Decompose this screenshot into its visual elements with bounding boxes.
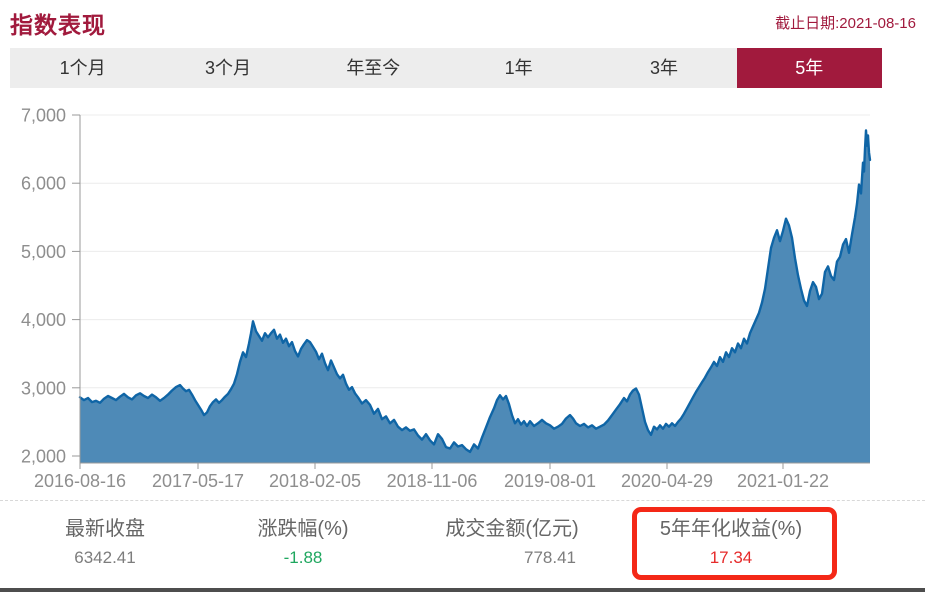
as-of-date: 截止日期:2021-08-16 <box>775 15 916 32</box>
stat-label: 成交金额(亿元) <box>445 518 579 540</box>
stat-latest-close: 最新收盘 6342.41 <box>0 515 215 571</box>
tab-3-month[interactable]: 3个月 <box>204 58 251 78</box>
tab-ytd[interactable]: 年至今 <box>346 58 401 78</box>
tab-3-year[interactable]: 3年 <box>649 58 678 78</box>
svg-text:2,000: 2,000 <box>21 447 66 467</box>
stat-turnover: 成交金额(亿元) 778.41 <box>402 515 622 571</box>
svg-text:7,000: 7,000 <box>21 106 66 126</box>
stat-label: 5年年化收益(%) <box>659 518 803 540</box>
svg-text:2018-11-06: 2018-11-06 <box>387 471 478 491</box>
tab-1-year[interactable]: 1年 <box>504 58 533 78</box>
svg-text:6,000: 6,000 <box>21 174 66 194</box>
period-tabs: 1个月 3个月 年至今 1年 3年 5年 <box>10 48 882 88</box>
section-divider-bar <box>0 588 925 592</box>
svg-text:4,000: 4,000 <box>21 310 66 330</box>
index-area-chart: 2,000 3,000 4,000 5,000 6,000 7,000 2016-08-16… <box>21 106 872 491</box>
svg-text:2017-05-17: 2017-05-17 <box>152 471 244 491</box>
stat-value-0: 6342.41 <box>74 548 136 567</box>
stat-value-3: 17.34 <box>709 548 753 567</box>
page-title: 指数表现 <box>10 12 106 38</box>
svg-text:2018-02-05: 2018-02-05 <box>269 471 361 491</box>
svg-text:2020-04-29: 2020-04-29 <box>621 471 713 491</box>
divider <box>0 500 925 501</box>
stat-value-2: 778.41 <box>524 548 576 567</box>
svg-text:2021-01-22: 2021-01-22 <box>737 471 829 491</box>
tab-5-year[interactable]: 5年 <box>736 48 882 88</box>
svg-text:5,000: 5,000 <box>21 242 66 262</box>
stat-change-percent: 涨跌幅(%) -1.88 <box>193 515 413 571</box>
tab-1-month[interactable]: 1个月 <box>59 58 106 78</box>
svg-text:2016-08-16: 2016-08-16 <box>34 471 126 491</box>
svg-text:3,000: 3,000 <box>21 378 66 398</box>
stat-value-1: -1.88 <box>283 548 323 567</box>
stat-label: 最新收盘 <box>65 518 145 540</box>
svg-text:2019-08-01: 2019-08-01 <box>504 471 596 491</box>
stat-5y-annualized-return: 5年年化收益(%) 17.34 <box>621 515 841 571</box>
stat-label: 涨跌幅(%) <box>257 518 349 540</box>
